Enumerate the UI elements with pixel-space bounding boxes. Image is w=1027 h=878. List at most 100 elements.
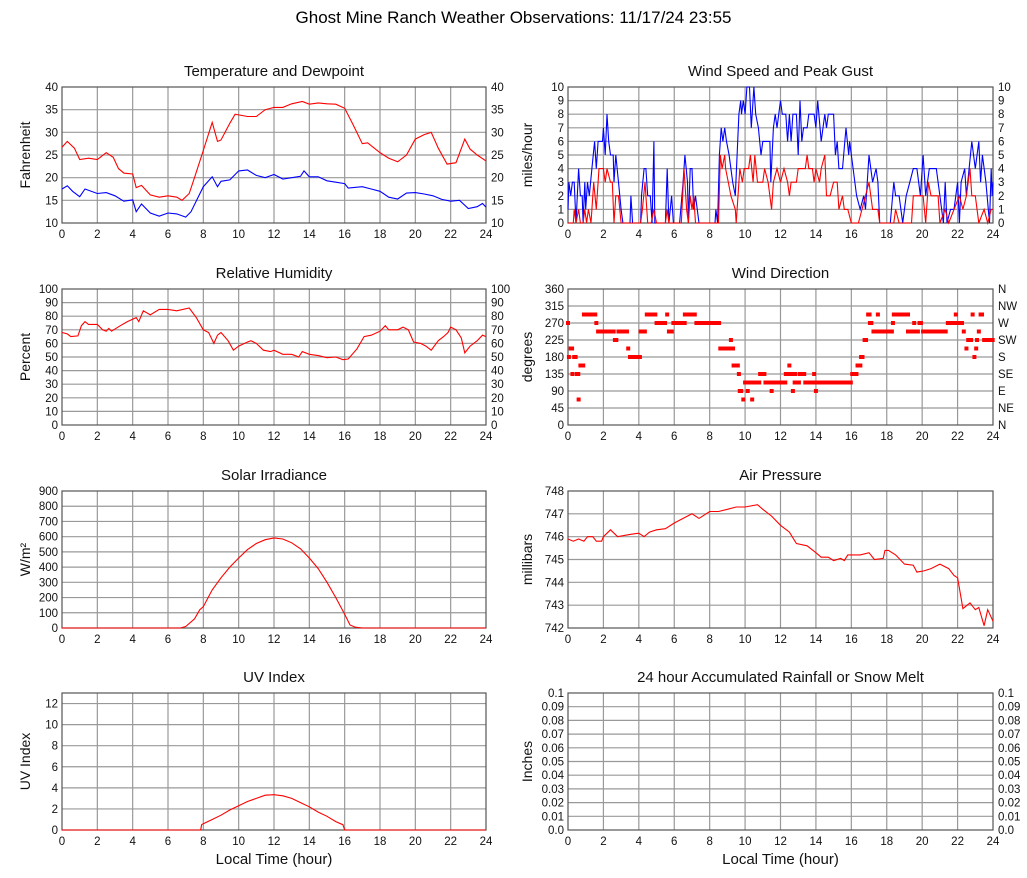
chart-title: Temperature and Dewpoint (184, 63, 365, 80)
y-tick-label-right: 0.09 (998, 702, 1020, 714)
y-tick-label: 748 (545, 486, 564, 498)
wind-direction-point (812, 372, 817, 376)
x-tick-label: 4 (636, 229, 643, 241)
wind-direction-point (626, 346, 631, 351)
x-tick-label: 0 (565, 836, 571, 848)
x-tick-label: 6 (671, 836, 677, 848)
y-tick-label: 0.01 (542, 811, 564, 823)
chart-title: UV Index (243, 669, 305, 686)
y-tick-label: 900 (39, 486, 58, 498)
plot-frame (61, 288, 487, 426)
x-tick-label: 12 (268, 229, 281, 241)
y-tick-label-right: 30 (491, 127, 504, 139)
x-tick-label: 18 (374, 634, 387, 646)
y-tick-label: 600 (39, 532, 58, 544)
wind-direction-point (867, 312, 872, 317)
x-tick-label: 10 (232, 836, 245, 848)
wind-direction-point (864, 338, 869, 342)
y-tick-label: 180 (545, 352, 564, 364)
y-tick-label: 746 (545, 532, 564, 544)
x-tick-label: 24 (480, 634, 493, 646)
y-tick-label: 12 (45, 699, 58, 711)
y-tick-label: 0.07 (542, 729, 564, 741)
wind-direction-point (976, 329, 981, 334)
x-tick-label: 6 (671, 229, 677, 241)
x-tick-label: 4 (129, 634, 136, 646)
wind-direction-point (972, 355, 977, 359)
y-tick-label: 80 (45, 311, 58, 323)
wind-direction-point (741, 397, 746, 402)
y-tick-label-right: 0.05 (998, 757, 1020, 769)
y-axis-label: Fahrenheit (17, 121, 33, 188)
x-tick-label: 16 (338, 634, 351, 646)
wind-direction-point (813, 389, 818, 393)
x-tick-label: 14 (810, 836, 823, 848)
y-tick-label-right: 35 (491, 105, 504, 117)
x-tick-label: 8 (200, 836, 206, 848)
x-tick-label: 16 (338, 229, 351, 241)
x-tick-label: 14 (810, 634, 823, 646)
y-tick-label: 5 (558, 150, 564, 162)
x-tick-label: 12 (774, 431, 787, 443)
x-tick-label: 0 (565, 634, 571, 646)
y-tick-label-right: 9 (998, 96, 1004, 108)
y-tick-label: 70 (45, 325, 58, 337)
wind-direction-point (961, 329, 966, 334)
y-tick-label-right: 100 (491, 284, 510, 296)
wind-direction-point (570, 372, 575, 376)
y-tick-label-right: 0.04 (998, 770, 1021, 782)
x-tick-label: 6 (671, 634, 677, 646)
x-tick-label: 6 (165, 836, 171, 848)
y-tick-label: 0.05 (542, 757, 564, 769)
y-tick-label: 9 (558, 96, 564, 108)
x-tick-label: 16 (845, 229, 858, 241)
x-tick-label: 22 (951, 431, 964, 443)
y-tick-label-right: 0.01 (998, 811, 1020, 823)
y-tick-label: 30 (45, 127, 58, 139)
x-tick-label: 12 (774, 634, 787, 646)
chart-title: Wind Direction (732, 265, 830, 282)
y-tick-label-right: 3 (998, 177, 1004, 189)
x-tick-label: 10 (232, 634, 245, 646)
y-tick-label: 0.06 (542, 743, 564, 755)
x-tick-label: 20 (916, 431, 929, 443)
y-tick-label-right: 10 (491, 406, 504, 418)
y-tick-label: 7 (558, 123, 564, 135)
page-title: Ghost Mine Ranch Weather Observations: 1… (295, 8, 732, 27)
y-tick-label-right: SW (998, 335, 1017, 347)
x-tick-label: 18 (880, 836, 893, 848)
x-tick-label: 16 (338, 836, 351, 848)
y-tick-label: 0.03 (542, 784, 564, 796)
y-tick-label-right: 50 (491, 352, 504, 364)
y-tick-label: 90 (45, 298, 58, 310)
y-tick-label-right: 80 (491, 311, 504, 323)
x-tick-label: 12 (268, 634, 281, 646)
y-tick-label-right: 0.0 (998, 825, 1014, 837)
y-tick-label: 15 (45, 195, 58, 207)
x-tick-label: 10 (232, 229, 245, 241)
x-tick-label: 0 (59, 634, 65, 646)
y-tick-label: 200 (39, 593, 58, 605)
x-tick-label: 20 (409, 634, 422, 646)
wind-direction-point (593, 312, 598, 317)
y-tick-label-right: 0 (491, 420, 497, 432)
x-tick-label: 14 (303, 634, 316, 646)
y-tick-label-right: 0.08 (998, 715, 1020, 727)
y-tick-label: 10 (45, 218, 58, 230)
y-tick-label: 40 (45, 366, 58, 378)
x-tick-label: 22 (444, 836, 457, 848)
wind-direction-point (576, 397, 581, 402)
wind-direction-point (576, 372, 581, 376)
wind-direction-point (566, 355, 571, 359)
wind-direction-point (762, 372, 767, 376)
plot-frame (567, 692, 994, 831)
x-tick-label: 8 (706, 431, 712, 443)
y-tick-label-right: 4 (998, 164, 1005, 176)
wind-direction-point (745, 389, 750, 393)
x-tick-label: 4 (129, 431, 136, 443)
x-tick-label: 6 (671, 431, 677, 443)
wind-direction-point (793, 372, 798, 376)
